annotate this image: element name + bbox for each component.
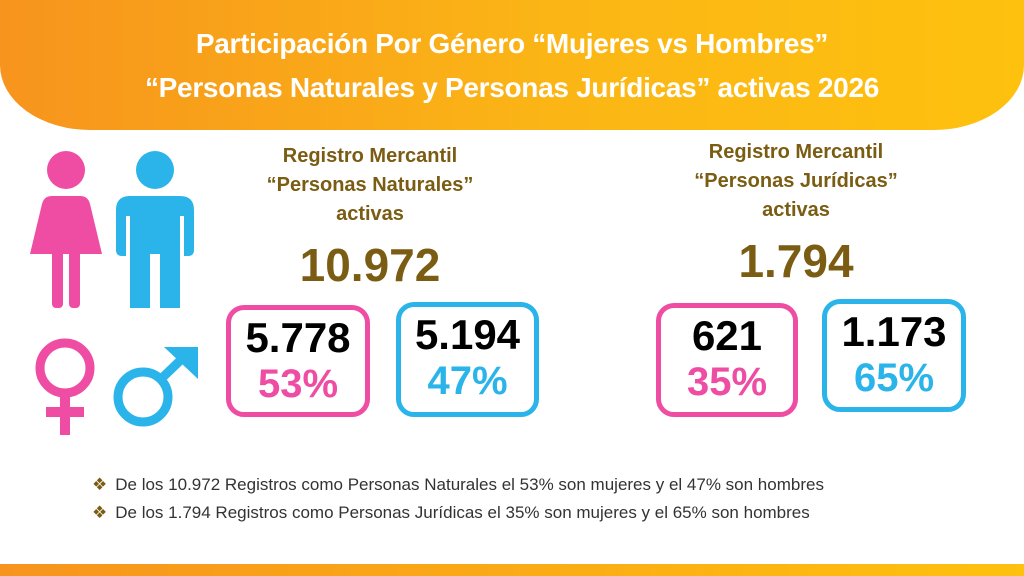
summary-text-naturales: De los 10.972 Registros como Personas Na…	[115, 475, 824, 494]
title-line-2: “Personas Naturales y Personas Jurídicas…	[144, 72, 879, 103]
juridicas-men-percent: 65%	[853, 356, 935, 400]
naturales-heading-line-1: Registro Mercantil	[282, 145, 458, 167]
naturales-women-percent: 53%	[257, 362, 339, 406]
venus-icon	[35, 338, 95, 435]
juridicas-total: 1.794	[738, 235, 854, 287]
diamond-bullet-icon: ❖	[92, 503, 108, 522]
mars-icon	[113, 347, 198, 427]
juridicas-women-percent: 35%	[686, 360, 768, 404]
juridicas-men-card: 1.173 65%	[822, 299, 966, 412]
diamond-bullet-icon: ❖	[92, 475, 108, 494]
juridicas-women-count: 621	[691, 312, 763, 359]
summary-text-juridicas: De los 1.794 Registros como Personas Jur…	[115, 503, 810, 522]
juridicas-heading-line-1: Registro Mercantil	[708, 141, 884, 163]
header-banner: Participación Por Género “Mujeres vs Hom…	[0, 0, 1024, 130]
male-person-icon	[116, 151, 194, 308]
juridicas-heading-line-3: activas	[762, 199, 830, 221]
footer-bar	[0, 564, 1024, 576]
naturales-heading-line-2: “Personas Naturales”	[266, 174, 474, 196]
female-person-icon	[30, 151, 102, 308]
naturales-heading-line-3: activas	[336, 203, 404, 225]
naturales-total: 10.972	[299, 239, 441, 291]
juridicas-women-card: 621 35%	[656, 303, 798, 417]
juridicas-heading: Registro Mercantil “Personas Jurídicas” …	[646, 138, 946, 225]
summary-bullet-juridicas: ❖ De los 1.794 Registros como Personas Ju…	[92, 503, 810, 523]
naturales-women-count: 5.778	[245, 314, 351, 361]
naturales-men-count: 5.194	[414, 311, 521, 358]
naturales-heading: Registro Mercantil “Personas Naturales” …	[220, 142, 520, 229]
title-line-1: Participación Por Género “Mujeres vs Hom…	[195, 28, 829, 59]
juridicas-men-count: 1.173	[841, 308, 947, 355]
naturales-men-percent: 47%	[427, 359, 508, 403]
summary-bullet-naturales: ❖ De los 10.972 Registros como Personas N…	[92, 475, 824, 495]
naturales-men-card: 5.194 47%	[396, 302, 539, 417]
naturales-women-card: 5.778 53%	[226, 305, 370, 417]
juridicas-heading-line-2: “Personas Jurídicas”	[694, 170, 898, 192]
